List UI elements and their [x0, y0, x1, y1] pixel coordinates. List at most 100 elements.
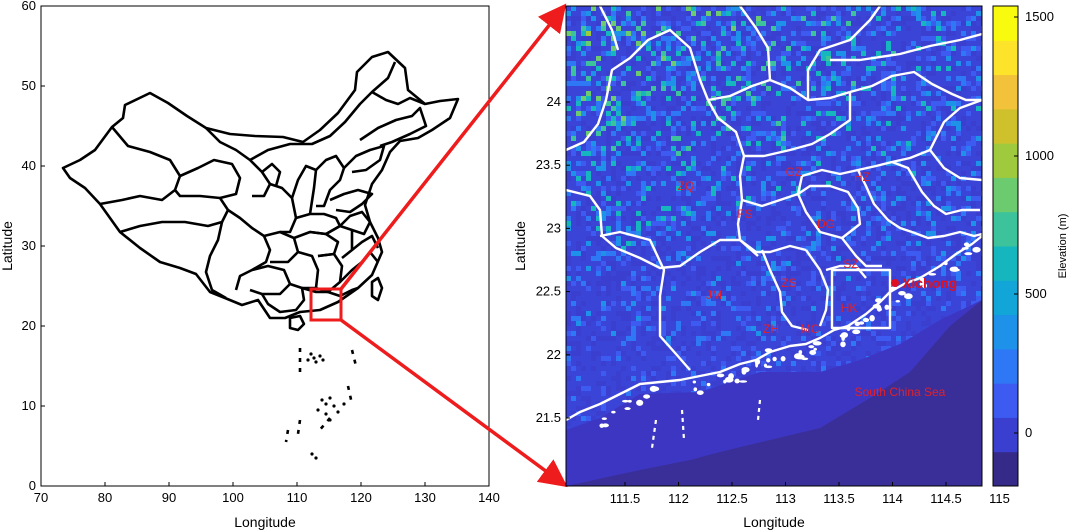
elevation-cell	[711, 136, 716, 141]
elevation-cell	[951, 141, 956, 146]
elevation-cell	[681, 6, 686, 11]
elevation-cell	[641, 146, 646, 151]
elevation-cell	[946, 31, 951, 36]
elevation-cell	[726, 286, 731, 291]
elevation-cell	[816, 151, 821, 156]
elevation-cell	[661, 161, 666, 166]
elevation-cell	[721, 61, 726, 66]
elevation-cell	[646, 91, 651, 96]
zoom-arrows	[339, 3, 568, 488]
elevation-cell	[671, 276, 676, 281]
elevation-cell	[921, 21, 926, 26]
elevation-cell	[876, 21, 881, 26]
elevation-cell	[611, 71, 616, 76]
elevation-cell	[606, 156, 611, 161]
study-area-box	[309, 287, 343, 322]
elevation-cell	[616, 116, 621, 121]
elevation-cell	[566, 116, 571, 121]
elevation-cell	[801, 46, 806, 51]
elevation-cell	[871, 36, 876, 41]
elevation-cell	[851, 131, 856, 136]
elevation-cell	[691, 241, 696, 246]
elevation-cell	[871, 91, 876, 96]
elevation-cell	[691, 311, 696, 316]
elevation-cell	[781, 71, 786, 76]
elevation-cell	[616, 16, 621, 21]
province-ningxia	[261, 162, 282, 187]
elevation-cell	[756, 116, 761, 121]
elevation-cell	[871, 116, 876, 121]
elevation-cell	[631, 256, 636, 261]
elevation-cell	[566, 106, 571, 111]
elevation-cell	[906, 326, 911, 331]
elevation-cell	[766, 41, 771, 46]
elevation-cell	[581, 211, 586, 216]
elevation-cell	[841, 231, 846, 236]
elevation-cell	[856, 41, 861, 46]
elevation-cell	[691, 126, 696, 131]
elevation-cell	[731, 106, 736, 111]
elevation-cell	[701, 291, 706, 296]
elevation-cell	[801, 306, 806, 311]
elevation-cell	[666, 236, 671, 241]
elevation-cell	[861, 316, 866, 321]
elevation-cell	[621, 66, 626, 71]
elevation-cell	[836, 261, 841, 266]
elevation-cell	[776, 306, 781, 311]
elevation-cell	[716, 81, 721, 86]
elevation-cell	[686, 206, 691, 211]
elevation-cell	[711, 171, 716, 176]
elevation-cell	[931, 136, 936, 141]
elevation-cell	[716, 376, 721, 381]
elevation-cell	[671, 111, 676, 116]
elevation-cell	[976, 231, 981, 236]
elevation-cell	[696, 21, 701, 26]
elevation-cell	[586, 196, 591, 201]
elevation-cell	[826, 306, 831, 311]
elevation-cell	[831, 106, 836, 111]
elevation-cell	[876, 136, 881, 141]
elevation-cell	[816, 21, 821, 26]
elevation-cell	[811, 316, 816, 321]
elevation-cell	[601, 101, 606, 106]
elevation-cell	[581, 281, 586, 286]
elevation-cell	[741, 236, 746, 241]
elevation-cell	[886, 41, 891, 46]
right-x-axis: 111.5 112 112.5 113 113.5 114 114.5 115	[610, 482, 1010, 506]
elevation-cell	[871, 156, 876, 161]
elevation-cell	[816, 136, 821, 141]
elevation-cell	[746, 66, 751, 71]
elevation-cell	[841, 281, 846, 286]
province-shandong	[329, 188, 374, 214]
elevation-cell	[861, 76, 866, 81]
elevation-cell	[746, 256, 751, 261]
elevation-cell	[626, 151, 631, 156]
elevation-cell	[826, 211, 831, 216]
elevation-cell	[601, 386, 606, 391]
elevation-cell	[571, 71, 576, 76]
elevation-cell	[751, 71, 756, 76]
elevation-cell	[631, 276, 636, 281]
elevation-cell	[601, 181, 606, 186]
elevation-cell	[926, 171, 931, 176]
elevation-cell	[841, 151, 846, 156]
elevation-cell	[841, 286, 846, 291]
elevation-cell	[921, 261, 926, 266]
elevation-cell	[731, 246, 736, 251]
elevation-cell	[671, 81, 676, 86]
elevation-cell	[621, 281, 626, 286]
elevation-cell	[886, 66, 891, 71]
elevation-cell	[671, 86, 676, 91]
elevation-cell	[966, 151, 971, 156]
elevation-cell	[661, 126, 666, 131]
elevation-cell	[906, 171, 911, 176]
elevation-cell	[826, 21, 831, 26]
elevation-cell	[901, 126, 906, 131]
elevation-cell	[706, 121, 711, 126]
city-labels: ZQ FS GZ HZ DG SZ ZS JM HK ZH MC Xichong…	[678, 165, 958, 399]
elevation-cell	[681, 126, 686, 131]
elevation-cell	[911, 221, 916, 226]
city-label-zh: ZH	[763, 322, 779, 336]
elevation-cell	[736, 46, 741, 51]
elevation-cell	[776, 171, 781, 176]
